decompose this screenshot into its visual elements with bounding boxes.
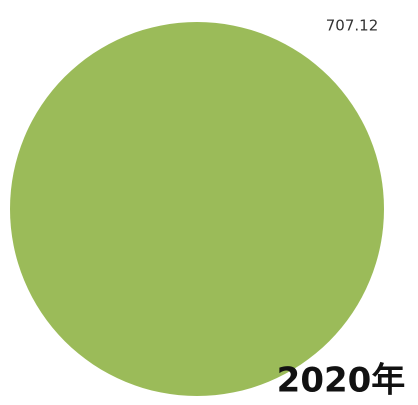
pie-slice xyxy=(10,22,384,396)
data-label: 707.12 xyxy=(326,17,379,35)
chart-title: 2020年 xyxy=(277,361,406,401)
